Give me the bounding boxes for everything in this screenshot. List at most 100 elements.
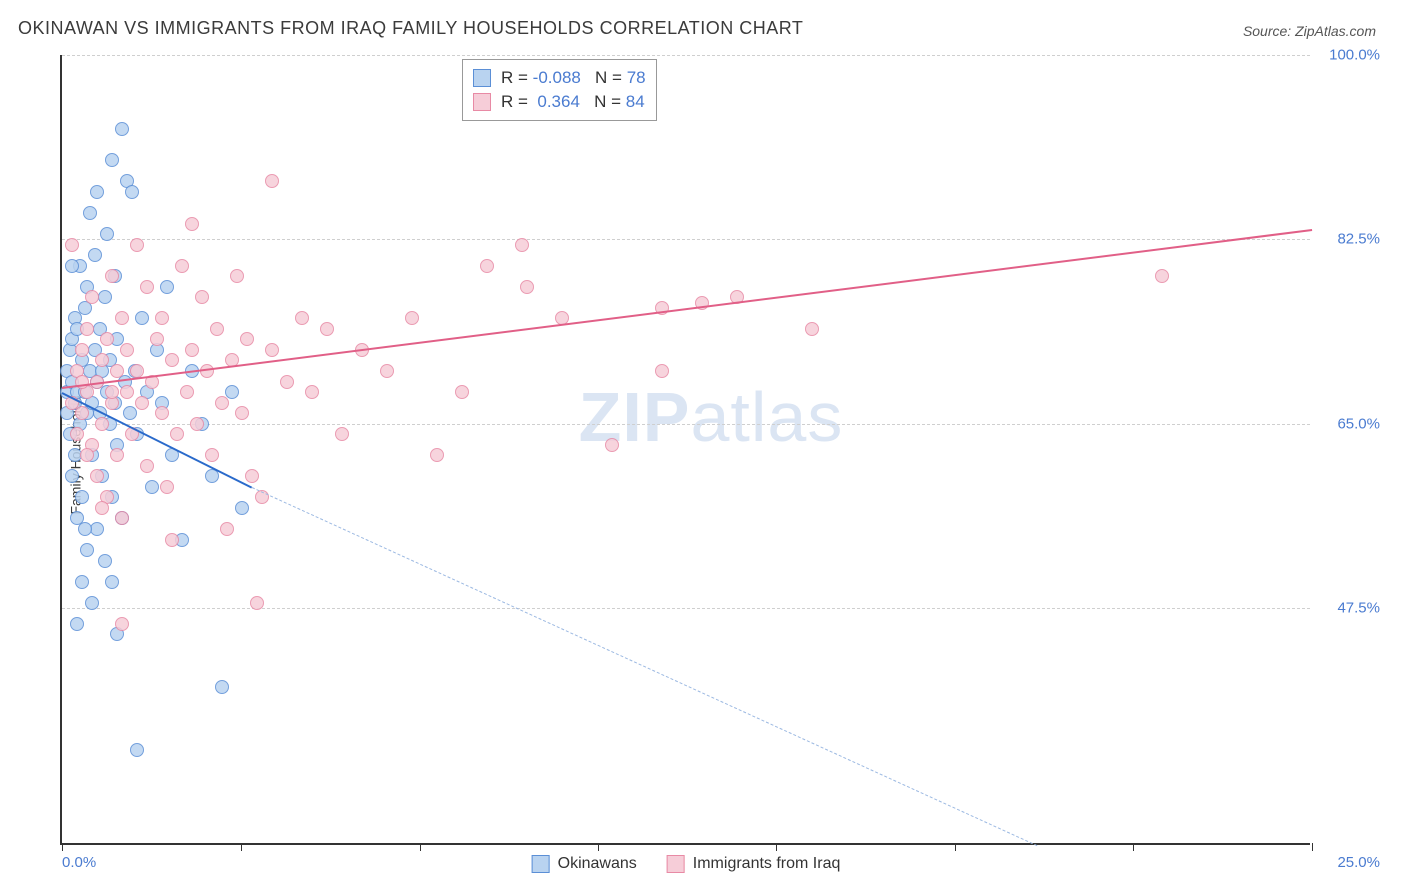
data-point bbox=[215, 396, 229, 410]
data-point bbox=[80, 543, 94, 557]
data-point bbox=[205, 448, 219, 462]
series-legend: Okinawans Immigrants from Iraq bbox=[532, 855, 841, 873]
chart-area: Family Households ZIPatlas 47.5%65.0%82.… bbox=[18, 45, 1388, 865]
data-point bbox=[210, 322, 224, 336]
data-point bbox=[155, 406, 169, 420]
y-tick-label: 100.0% bbox=[1316, 47, 1380, 64]
data-point bbox=[430, 448, 444, 462]
scatter-plot: ZIPatlas 47.5%65.0%82.5%100.0%0.0%25.0%R… bbox=[60, 55, 1310, 845]
data-point bbox=[110, 364, 124, 378]
data-point bbox=[515, 238, 529, 252]
data-point bbox=[160, 480, 174, 494]
data-point bbox=[520, 280, 534, 294]
data-point bbox=[130, 238, 144, 252]
legend-swatch bbox=[473, 69, 491, 87]
data-point bbox=[105, 575, 119, 589]
data-point bbox=[605, 438, 619, 452]
data-point bbox=[380, 364, 394, 378]
data-point bbox=[140, 280, 154, 294]
data-point bbox=[265, 174, 279, 188]
x-tick bbox=[598, 843, 599, 851]
data-point bbox=[805, 322, 819, 336]
data-point bbox=[155, 311, 169, 325]
data-point bbox=[250, 596, 264, 610]
data-point bbox=[100, 227, 114, 241]
gridline bbox=[62, 55, 1310, 56]
regression-line bbox=[62, 229, 1312, 389]
data-point bbox=[185, 343, 199, 357]
data-point bbox=[80, 322, 94, 336]
data-point bbox=[180, 385, 194, 399]
legend-label: Okinawans bbox=[558, 855, 637, 873]
data-point bbox=[405, 311, 419, 325]
legend-swatch bbox=[473, 93, 491, 111]
legend-row: R = 0.364 N = 84 bbox=[473, 90, 646, 114]
data-point bbox=[65, 238, 79, 252]
data-point bbox=[305, 385, 319, 399]
legend-item: Okinawans bbox=[532, 855, 637, 873]
data-point bbox=[95, 417, 109, 431]
data-point bbox=[70, 617, 84, 631]
legend-row: R = -0.088 N = 78 bbox=[473, 66, 646, 90]
data-point bbox=[85, 596, 99, 610]
y-tick-label: 47.5% bbox=[1316, 600, 1380, 617]
data-point bbox=[230, 269, 244, 283]
data-point bbox=[170, 427, 184, 441]
data-point bbox=[320, 322, 334, 336]
x-end-label: 25.0% bbox=[1316, 854, 1380, 871]
data-point bbox=[75, 343, 89, 357]
data-point bbox=[190, 417, 204, 431]
data-point bbox=[115, 122, 129, 136]
data-point bbox=[130, 743, 144, 757]
data-point bbox=[70, 427, 84, 441]
chart-title: OKINAWAN VS IMMIGRANTS FROM IRAQ FAMILY … bbox=[18, 18, 803, 39]
data-point bbox=[1155, 269, 1169, 283]
data-point bbox=[295, 311, 309, 325]
data-point bbox=[220, 522, 234, 536]
legend-swatch bbox=[532, 855, 550, 873]
data-point bbox=[90, 185, 104, 199]
data-point bbox=[280, 375, 294, 389]
data-point bbox=[480, 259, 494, 273]
data-point bbox=[175, 259, 189, 273]
data-point bbox=[78, 522, 92, 536]
data-point bbox=[140, 459, 154, 473]
data-point bbox=[120, 385, 134, 399]
data-point bbox=[195, 290, 209, 304]
data-point bbox=[98, 290, 112, 304]
data-point bbox=[95, 501, 109, 515]
x-tick bbox=[776, 843, 777, 851]
data-point bbox=[265, 343, 279, 357]
data-point bbox=[235, 501, 249, 515]
data-point bbox=[85, 290, 99, 304]
y-tick-label: 65.0% bbox=[1316, 415, 1380, 432]
x-tick bbox=[955, 843, 956, 851]
data-point bbox=[165, 533, 179, 547]
x-tick bbox=[420, 843, 421, 851]
legend-item: Immigrants from Iraq bbox=[667, 855, 841, 873]
x-tick bbox=[1312, 843, 1313, 851]
x-origin-label: 0.0% bbox=[62, 854, 96, 871]
data-point bbox=[240, 332, 254, 346]
data-point bbox=[235, 406, 249, 420]
chart-source: Source: ZipAtlas.com bbox=[1243, 23, 1376, 39]
data-point bbox=[120, 343, 134, 357]
y-tick-label: 82.5% bbox=[1316, 231, 1380, 248]
data-point bbox=[115, 511, 129, 525]
data-point bbox=[185, 217, 199, 231]
data-point bbox=[160, 280, 174, 294]
data-point bbox=[90, 522, 104, 536]
gridline bbox=[62, 239, 1310, 240]
data-point bbox=[245, 469, 259, 483]
data-point bbox=[105, 385, 119, 399]
data-point bbox=[115, 311, 129, 325]
legend-stats: R = -0.088 N = 78 bbox=[501, 66, 646, 90]
regression-line-extrapolated bbox=[252, 487, 1037, 846]
data-point bbox=[75, 575, 89, 589]
data-point bbox=[145, 480, 159, 494]
data-point bbox=[65, 259, 79, 273]
data-point bbox=[123, 406, 137, 420]
gridline bbox=[62, 608, 1310, 609]
legend-swatch bbox=[667, 855, 685, 873]
data-point bbox=[105, 153, 119, 167]
